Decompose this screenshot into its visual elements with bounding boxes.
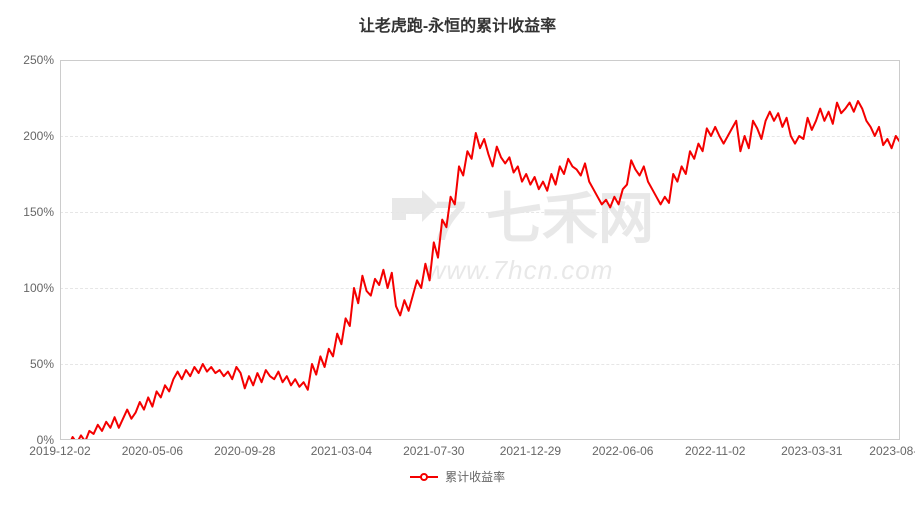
plot-area: 7 七禾网 www.7hcn.com	[60, 60, 900, 440]
x-tick-label: 2020-09-28	[214, 444, 275, 458]
x-tick-label: 2020-05-06	[122, 444, 183, 458]
legend-marker-icon	[410, 472, 438, 482]
x-tick-label: 2021-12-29	[500, 444, 561, 458]
y-tick-label: 50%	[0, 357, 54, 371]
chart-title: 让老虎跑-永恒的累计收益率	[0, 0, 915, 36]
y-tick-label: 150%	[0, 205, 54, 219]
x-tick-label: 2023-03-31	[781, 444, 842, 458]
chart-container: 让老虎跑-永恒的累计收益率 7 七禾网 www.7hcn.com 0%50%10…	[0, 0, 915, 506]
y-tick-label: 250%	[0, 53, 54, 67]
x-tick-label: 2019-12-02	[29, 444, 90, 458]
y-tick-label: 200%	[0, 129, 54, 143]
x-tick-label: 2023-08-29	[869, 444, 915, 458]
plot-border	[60, 60, 900, 440]
x-tick-label: 2021-07-30	[403, 444, 464, 458]
legend: 累计收益率	[0, 468, 915, 485]
x-tick-label: 2022-11-02	[685, 444, 746, 458]
x-tick-label: 2021-03-04	[311, 444, 372, 458]
x-tick-label: 2022-06-06	[592, 444, 653, 458]
y-tick-label: 100%	[0, 281, 54, 295]
legend-label: 累计收益率	[445, 468, 505, 485]
